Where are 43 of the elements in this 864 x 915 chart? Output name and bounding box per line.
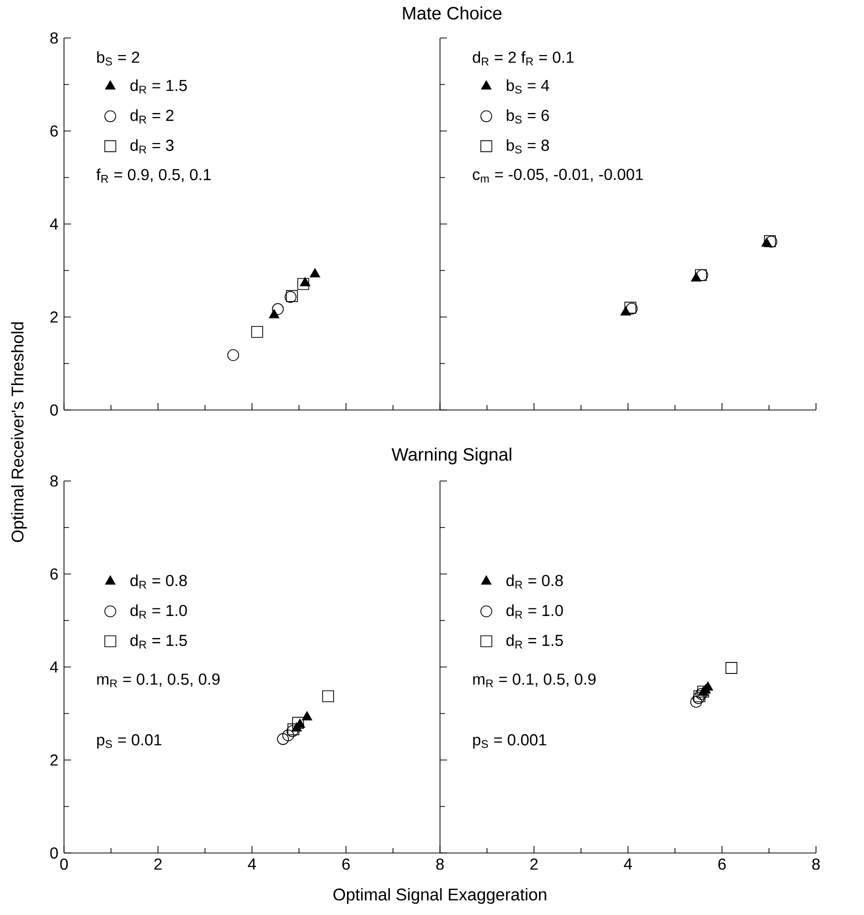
y-tick-label: 2: [50, 311, 58, 323]
annotation: m$_{R}$ = 0.1, 0.5, 0.9: [97, 674, 220, 688]
annotation: p$_{S}$ = 0.001: [473, 734, 546, 749]
annotation: p$_{S}$ = 0.01: [97, 734, 162, 749]
x-tick-label: 6: [718, 858, 726, 870]
x-tick-label: 0: [60, 858, 68, 870]
x-tick-label: 4: [624, 858, 632, 870]
legend-label: d$_{R}$ = 1.5: [130, 634, 187, 648]
y-axis-title: Optimal Receiver's Threshold: [11, 322, 27, 542]
annotation: m$_{R}$ = 0.1, 0.5, 0.9: [473, 674, 596, 688]
y-tick-label: 4: [50, 218, 58, 230]
legend-label: d$_{R}$ = 1.0: [506, 604, 563, 619]
x-tick-label: 2: [530, 858, 538, 870]
y-tick-label: 6: [50, 568, 58, 580]
x-tick-label: 2: [154, 858, 162, 870]
y-tick-label: 0: [50, 847, 58, 859]
annotation: f$_{R}$ = 0.9, 0.5, 0.1: [96, 168, 211, 183]
chart-title: Warning Signal: [392, 448, 512, 464]
legend-label: d$_{R}$ = 1.5: [130, 79, 187, 94]
legend-title: b$_{S}$ = 2: [97, 51, 140, 66]
legend-label: d$_{R}$ = 0.8: [130, 574, 187, 589]
legend-label: b$_{S}$ = 8: [506, 139, 549, 154]
x-tick-label: 8: [436, 858, 444, 870]
y-tick-label: 6: [50, 125, 58, 137]
y-tick-label: 0: [50, 404, 58, 416]
legend-label: d$_{R}$ = 1.0: [130, 604, 187, 619]
legend-label: d$_{R}$ = 3: [130, 139, 174, 154]
y-tick-label: 4: [50, 662, 58, 672]
legend-title: d$_{R}$ = 2 f$_{R}$ = 0.1: [472, 51, 574, 66]
legend-label: d$_{R}$ = 2: [130, 109, 174, 124]
legend-label: b$_{S}$ = 4: [506, 79, 550, 94]
y-tick-label: 8: [50, 32, 58, 44]
x-tick-label: 6: [342, 858, 350, 870]
x-tick-label: 4: [248, 858, 256, 870]
annotation: c$_{m}$ = -0.05, -0.01, -0.001: [472, 168, 643, 182]
x-tick-label: 8: [812, 858, 820, 870]
legend-label: d$_{R}$ = 0.8: [506, 574, 563, 589]
legend-label: b$_{S}$ = 6: [506, 109, 549, 124]
legend-label: d$_{R}$ = 1.5: [506, 634, 563, 648]
chart-title: Mate Choice: [403, 6, 502, 20]
y-tick-label: 2: [50, 754, 58, 766]
y-tick-label: 8: [50, 475, 58, 487]
x-axis-title: Optimal Signal Exaggeration: [333, 888, 546, 904]
